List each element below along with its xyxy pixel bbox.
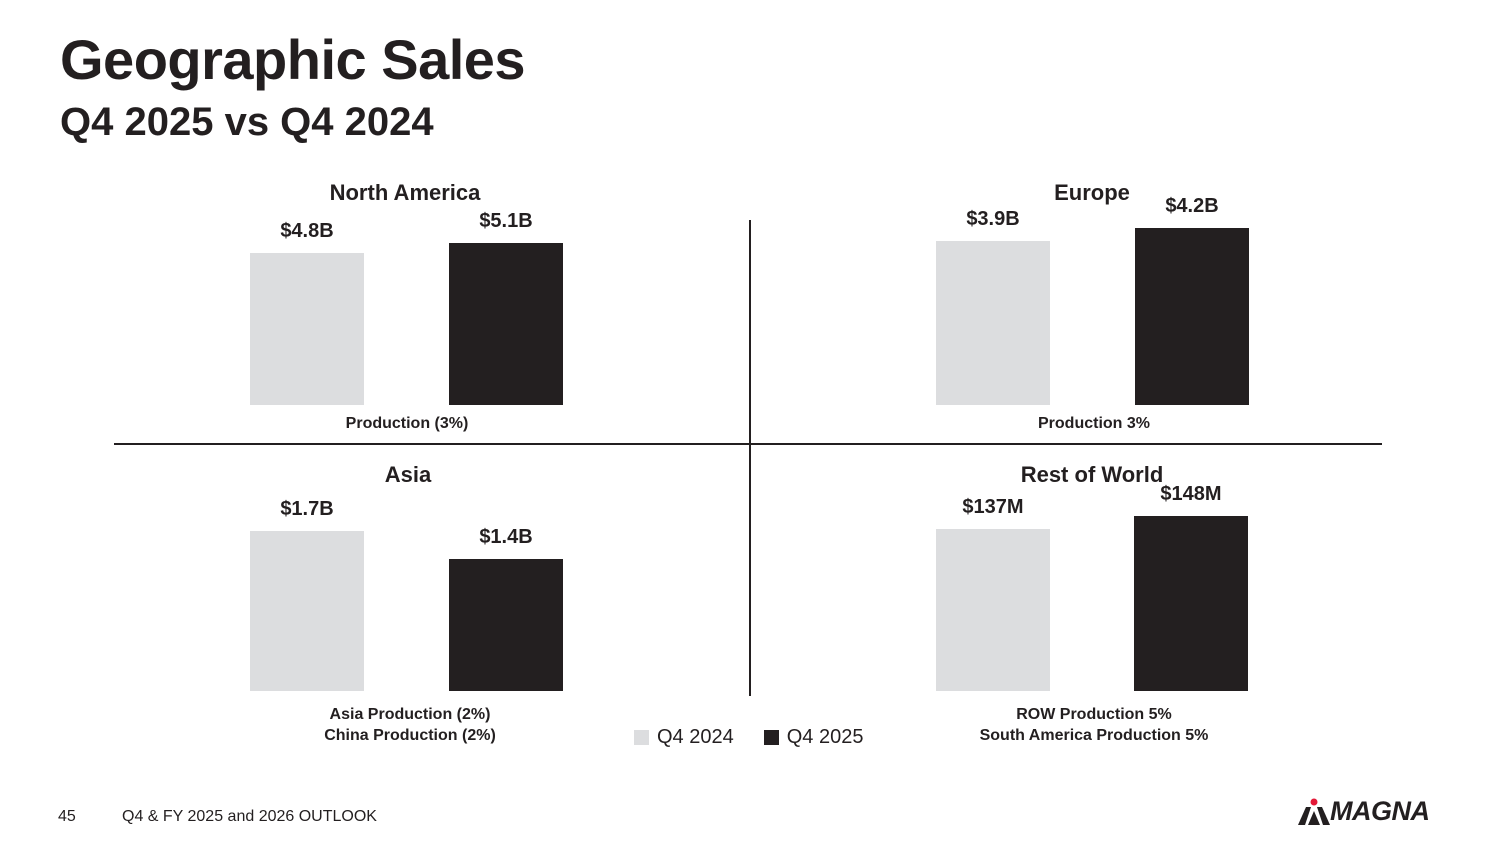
magna-logo-text: MAGNA	[1330, 796, 1430, 826]
legend-swatch-q4-2024	[634, 730, 649, 745]
bar-value-label: $5.1B	[479, 210, 533, 232]
production-note-line: Production 3%	[1037, 415, 1151, 432]
legend-swatch-q4-2025	[763, 730, 779, 745]
page-number: 45	[58, 808, 76, 825]
bar-north-america-q4-2025	[449, 243, 563, 405]
panel-title-europe: Europe	[1054, 180, 1130, 205]
legend-item-q4-2025: Q4 2025	[763, 726, 864, 749]
production-note-line: Asia Production (2%)	[329, 706, 491, 723]
production-note-asia: Asia Production (2%) China Production (2%…	[324, 704, 496, 746]
legend-label-q4-2024: Q4 2024	[657, 726, 734, 748]
quadrant-divider-horizontal	[114, 443, 1382, 445]
bar-value-label: $137M	[962, 496, 1024, 518]
page-subtitle: Q4 2025 vs Q4 2024	[60, 100, 434, 144]
panel-title-north-america: North America	[329, 180, 481, 205]
magna-logo-icon	[1298, 798, 1330, 825]
production-note-europe: Production 3%	[1038, 413, 1150, 434]
bar-asia-q4-2025	[449, 559, 563, 691]
bar-north-america-q4-2024	[250, 253, 364, 405]
bar-rest-of-world-q4-2025	[1134, 516, 1248, 691]
bar-value-label: $1.4B	[479, 526, 533, 548]
page-title: Geographic Sales	[60, 28, 526, 91]
bar-value-label: $4.8B	[280, 220, 334, 242]
chart-legend: Q4 2024 Q4 2025	[634, 726, 893, 749]
legend-label-q4-2025: Q4 2025	[786, 726, 864, 748]
magna-logo: MAGNA	[1298, 796, 1430, 827]
quadrant-divider-vertical	[749, 220, 751, 696]
production-note-line: ROW Production 5%	[1016, 706, 1172, 723]
legend-item-q4-2024: Q4 2024	[634, 726, 734, 749]
production-note-north-america: Production (3%)	[346, 413, 469, 434]
bar-value-label: $4.2B	[1165, 195, 1219, 217]
panel-title-asia: Asia	[384, 462, 432, 487]
bar-value-label: $3.9B	[966, 208, 1020, 230]
production-note-line: South America Production 5%	[979, 727, 1209, 744]
production-note-rest-of-world: ROW Production 5% South America Productio…	[980, 704, 1209, 746]
bar-value-label: $1.7B	[280, 498, 334, 520]
production-note-line: Production (3%)	[345, 415, 469, 432]
panel-title-rest-of-world: Rest of World	[1020, 462, 1164, 487]
footer-text: Q4 & FY 2025 and 2026 OUTLOOK	[122, 808, 377, 825]
production-note-line: China Production (2%)	[324, 727, 496, 744]
bar-value-label: $148M	[1160, 483, 1222, 505]
bar-asia-q4-2024	[250, 531, 364, 691]
bar-europe-q4-2025	[1135, 228, 1249, 405]
bar-europe-q4-2024	[936, 241, 1050, 405]
bar-rest-of-world-q4-2024	[936, 529, 1050, 691]
